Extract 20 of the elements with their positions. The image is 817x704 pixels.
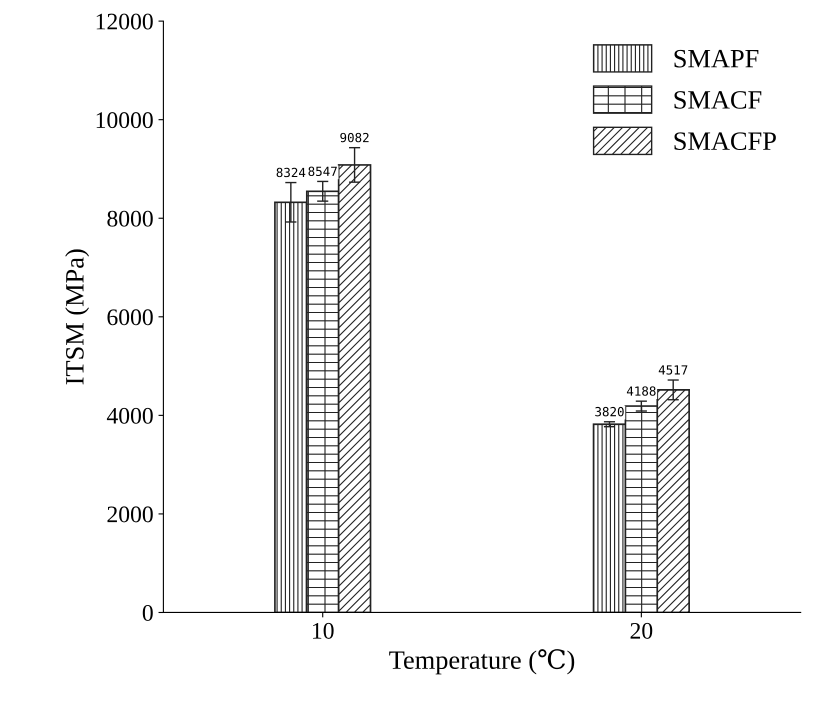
y-tick-label: 2000 [107,506,153,522]
legend-label: SMACFP [674,132,776,150]
y-tick-label: 4000 [106,408,153,424]
y-tick-label: 8000 [107,210,153,227]
data-label: 3820 [595,406,624,416]
data-label: 8547 [308,166,337,176]
y-tick-label: 10000 [96,112,153,128]
legend-label: SMACF [674,91,762,109]
legend-label: SMAPF [674,50,758,68]
data-label: 4188 [626,386,656,396]
y-tick-label: 0 [142,604,153,621]
data-label: 9082 [340,132,369,142]
y-tick-label: 6000 [107,309,153,326]
x-tick-label: 20 [630,622,652,639]
y-axis-title: ITSM (MPa) [65,249,90,384]
y-tick-label: 12000 [96,14,153,30]
x-tick-label: 10 [312,622,334,639]
data-label: 4517 [658,365,688,375]
x-axis-title: Temperature (℃) [389,649,574,674]
data-label: 8324 [276,168,306,178]
